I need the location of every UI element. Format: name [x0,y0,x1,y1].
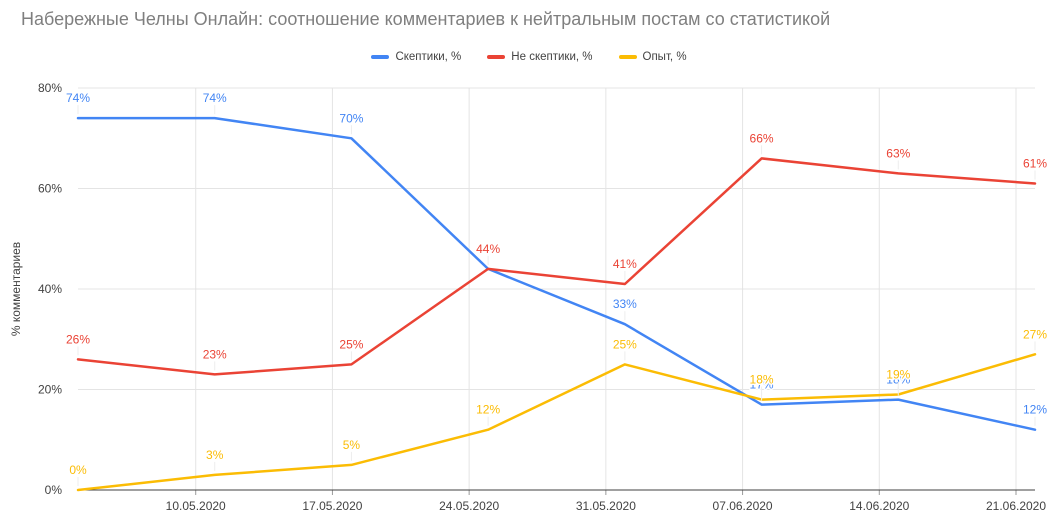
data-label: 70% [339,111,363,125]
data-label: 61% [1023,156,1047,170]
data-label: 12% [1023,403,1047,417]
x-tick-label: 10.05.2020 [166,499,226,513]
chart-legend: Скептики, % Не скептики, % Опыт, % [0,48,1058,66]
data-label: 26% [66,332,90,346]
series-line-Скептики, % [76,116,1037,431]
series-line-Не скептики, % [76,157,1037,376]
legend-label-non-skeptics: Не скептики, % [511,51,593,63]
y-tick-label: 0% [45,483,63,497]
data-label: 3% [206,448,224,462]
x-tick-label: 17.05.2020 [302,499,362,513]
data-label: 66% [750,131,774,145]
data-label: 18% [750,373,774,387]
chart-title: Набережные Челны Онлайн: соотношение ком… [21,9,831,29]
data-label: 23% [203,347,227,361]
data-label: 25% [339,337,363,351]
x-tick-label: 24.05.2020 [439,499,499,513]
y-tick-label: 80% [38,81,62,95]
data-label: 5% [343,438,361,452]
data-label: 27% [1023,327,1047,341]
data-label: 17% [750,378,774,392]
legend-item-experience[interactable]: Опыт, % [618,51,687,63]
y-tick-label: 60% [38,182,62,196]
y-tick-label: 20% [38,383,62,397]
data-label: 63% [886,146,910,160]
legend-swatch-experience-icon [618,55,637,59]
data-label: 18% [886,373,910,387]
data-label: 0% [69,463,87,477]
x-tick-label: 31.05.2020 [576,499,636,513]
data-label: 44% [476,242,500,256]
y-axis-title: % комментариев [9,242,23,336]
data-label: 19% [886,368,910,382]
legend-label-skeptics: Скептики, % [395,51,462,63]
legend-swatch-non-skeptics-icon [487,55,506,59]
legend-item-non-skeptics[interactable]: Не скептики, % [487,51,593,63]
data-label: 12% [476,403,500,417]
legend-item-skeptics[interactable]: Скептики, % [371,51,461,63]
data-label: 41% [613,257,637,271]
data-label: 74% [203,91,227,105]
x-tick-label: 21.06.2020 [986,499,1046,513]
x-tick-label: 14.06.2020 [849,499,909,513]
series-line-Опыт, % [76,353,1037,492]
y-tick-label: 40% [38,282,62,296]
legend-label-experience: Опыт, % [642,51,687,63]
data-label: 33% [613,297,637,311]
data-label: 74% [66,91,90,105]
data-label: 25% [613,337,637,351]
x-tick-label: 07.06.2020 [713,499,773,513]
legend-swatch-skeptics-icon [371,55,390,59]
